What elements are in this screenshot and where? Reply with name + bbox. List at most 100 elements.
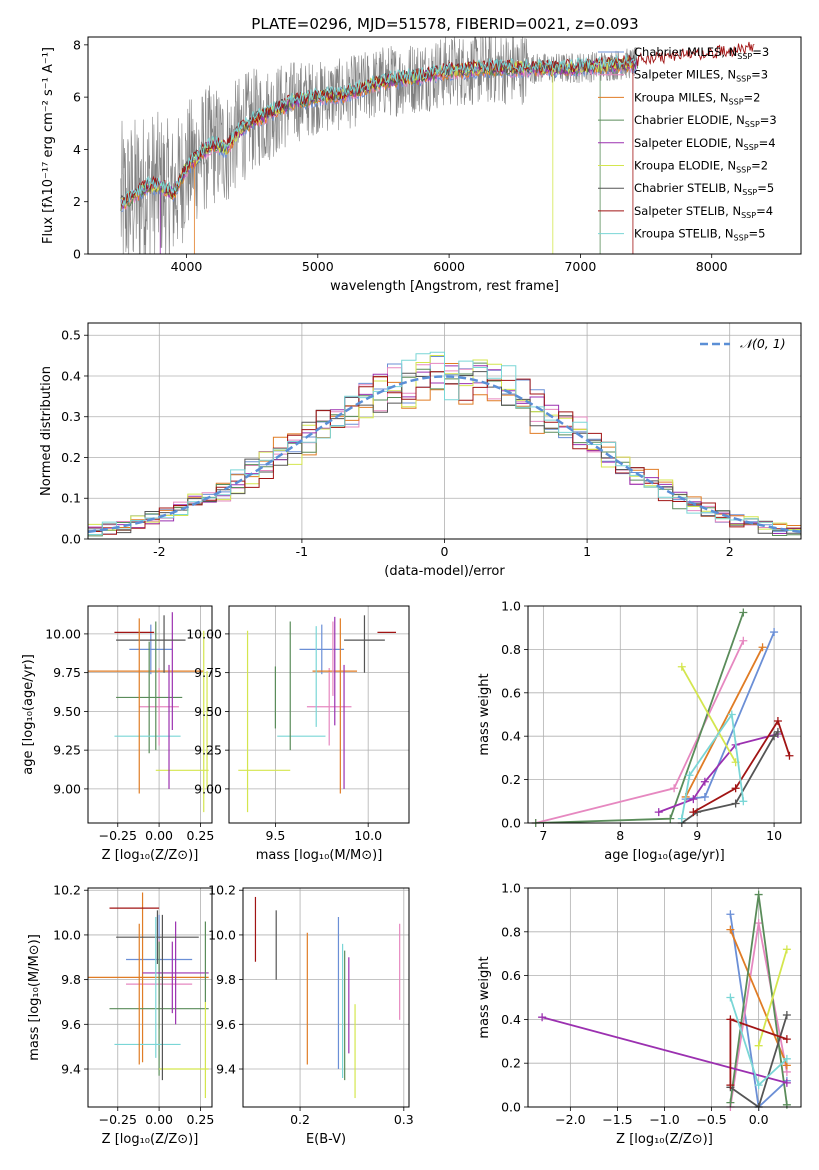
data-point-marker (727, 710, 736, 719)
x-tick-label: −0.25 (99, 1112, 137, 1127)
y-tick-label: 0.4 (61, 368, 81, 383)
x-tick-label: 6000 (433, 259, 465, 274)
y-tick-label: 0.0 (501, 1100, 521, 1115)
x-axis-label: (data-model)/error (384, 564, 505, 579)
mass-weight-series (535, 640, 745, 823)
data-point-marker (726, 1081, 735, 1090)
data-point-marker (726, 1015, 735, 1024)
x-axis-label: age [log₁₀(age/yr)] (604, 848, 725, 863)
x-tick-label: 10.0 (354, 828, 382, 843)
y-axis-label: mass weight (477, 673, 492, 755)
model-spectrum-line (120, 54, 638, 207)
y-tick-label: 0.4 (501, 1012, 521, 1027)
y-axis-label: mass weight (477, 956, 492, 1038)
data-point-marker (782, 1011, 791, 1020)
y-tick-label: 9.8 (61, 972, 81, 987)
axes-frame (87, 36, 802, 255)
mass-weight-series (680, 712, 745, 819)
axes-frame (242, 887, 410, 1108)
y-tick-label: 9.50 (194, 704, 222, 719)
legend-label: Chabrier MILES, NSSP=3 (634, 45, 769, 61)
y-tick-label: 10.0 (208, 927, 236, 942)
axes-frame (87, 887, 213, 1108)
mass-weight-series (685, 631, 775, 800)
x-tick-label: 8 (616, 828, 624, 843)
data-point-marker (726, 910, 735, 919)
data-point-marker (726, 925, 735, 934)
data-point-marker (782, 945, 791, 954)
x-tick-label: -2 (153, 544, 165, 559)
data-point-marker (685, 771, 694, 780)
mass-weight-series (684, 646, 764, 798)
y-tick-label: 0.5 (61, 328, 81, 343)
x-axis-label: wavelength [Angstrom, rest frame] (330, 279, 559, 294)
y-tick-label: 9.00 (194, 781, 222, 796)
x-tick-label: 10 (766, 828, 782, 843)
mass-vs-ebv-panel: 0.2 0.3 9.4 9.6 9.8 10.0 10.2 E(B-V) (208, 883, 414, 1147)
y-tick-label: 2 (73, 194, 81, 209)
data-point-marker (770, 732, 779, 741)
x-axis-label: Z [log₁₀(Z/Z⊙)] (102, 848, 199, 863)
data-point-marker (726, 993, 735, 1002)
data-point-marker (754, 1041, 763, 1050)
legend-label: Chabrier ELODIE, NSSP=3 (634, 113, 777, 129)
x-tick-label: −1.5 (602, 1112, 632, 1127)
y-tick-label: 6 (73, 90, 81, 105)
x-axis-label: Z [log₁₀(Z/Z⊙)] (102, 1132, 199, 1147)
y-tick-label: 10.0 (53, 927, 81, 942)
x-tick-label: −2.0 (555, 1112, 585, 1127)
x-tick-label: -1 (296, 544, 308, 559)
x-tick-label: −0.25 (99, 828, 137, 843)
data-point-marker (782, 1054, 791, 1063)
data-point-marker (677, 814, 686, 823)
y-tick-label: 9.25 (194, 743, 222, 758)
data-point-marker (654, 808, 663, 817)
y-tick-label: 0.6 (501, 968, 521, 983)
y-tick-label: 8 (73, 37, 81, 52)
axes-frame (527, 887, 802, 1108)
x-tick-label: 0.3 (394, 1112, 414, 1127)
x-tick-label: −1.0 (649, 1112, 679, 1127)
legend-label: 𝒩(0, 1) (740, 336, 786, 351)
y-axis-label: age [log₁₀(age/yr)] (21, 654, 36, 775)
data-point-marker (670, 784, 679, 793)
y-tick-label: 9.50 (53, 704, 81, 719)
data-point-marker (677, 662, 686, 671)
legend-label: Chabrier STELIB, NSSP=5 (634, 181, 774, 197)
data-point-marker (689, 795, 698, 804)
age-vs-mass-panel: 9.5 10.0 9.00 9.25 9.50 9.75 10.00 mass [log₁₀(… (186, 605, 410, 863)
mass-weight-vs-age-panel: 7 8 9 10 0.0 0.2 0.4 0.6 0.8 1.0 age [log₁₀(age/yr… (477, 599, 802, 863)
y-tick-label: 0.3 (61, 409, 81, 424)
y-tick-label: 0.2 (61, 450, 81, 465)
y-tick-label: 0 (73, 247, 81, 262)
residual-distribution-panel: -2 -1 0 1 2 0.0 0.1 0.2 0.3 0.4 0.5 (data-model)/er… (39, 322, 802, 579)
x-tick-label: 5000 (302, 259, 334, 274)
y-tick-label: 9.25 (53, 743, 81, 758)
y-tick-label: 10.2 (53, 883, 81, 898)
normal-curve (88, 375, 801, 534)
axes-frame (228, 605, 410, 824)
y-tick-label: 0.8 (501, 924, 521, 939)
data-point-marker (773, 717, 782, 726)
y-tick-label: 9.00 (53, 781, 81, 796)
data-point-marker (726, 1098, 735, 1107)
x-axis-label: E(B-V) (306, 1132, 346, 1147)
data-point-marker (538, 1013, 547, 1022)
y-tick-label: 4 (73, 142, 81, 157)
y-tick-label: 9.8 (216, 972, 236, 987)
y-axis-label: Flux [fλ10⁻¹⁷ erg cm⁻² s⁻¹ A⁻¹] (41, 47, 56, 244)
legend-label: Salpeter STELIB, NSSP=4 (634, 204, 773, 220)
mass-weight-series (535, 612, 745, 823)
data-point-marker (754, 1081, 763, 1090)
x-tick-label: 0.25 (187, 828, 215, 843)
x-tick-label: 0.00 (145, 1112, 173, 1127)
age-vs-metallicity-panel: −0.25 0.00 0.25 9.00 9.25 9.50 9.75 10.00 Z [log… (21, 605, 215, 863)
y-tick-label: 0.6 (501, 685, 521, 700)
mass-weight-series (692, 718, 791, 813)
mass-weight-series (541, 1016, 788, 1084)
x-tick-label: 9.5 (265, 828, 285, 843)
mass-weight-series (729, 914, 788, 1107)
y-tick-label: 0.2 (501, 1056, 521, 1071)
y-tick-label: 9.6 (216, 1017, 236, 1032)
